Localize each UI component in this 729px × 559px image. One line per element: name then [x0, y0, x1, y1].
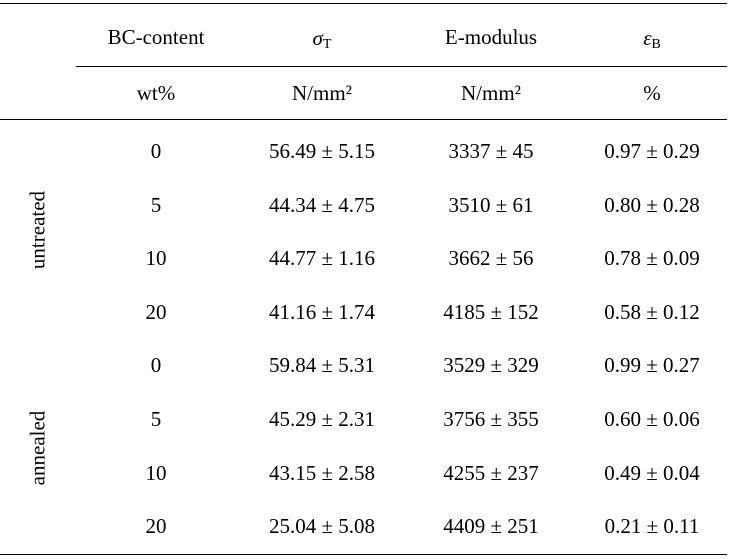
- cell-e-modulus: 3510 ± 61: [448, 192, 534, 217]
- cell-elongation: 0.99 ± 0.27: [604, 353, 700, 378]
- header-tensile-strength: σT: [312, 26, 332, 52]
- unit-e-modulus: N/mm²: [461, 81, 521, 105]
- cell-e-modulus: 3756 ± 355: [443, 407, 539, 431]
- unit-elongation: %: [643, 81, 661, 105]
- cell-bc-content: 20: [145, 514, 167, 539]
- cell-bc-content: 0: [150, 139, 162, 163]
- cell-bc-content: 5: [150, 407, 162, 431]
- cell-e-modulus: 4255 ± 237: [443, 460, 539, 485]
- epsilon-subscript: B: [651, 37, 661, 52]
- unit-tensile-strength: N/mm²: [292, 81, 352, 105]
- header-elongation: εB: [643, 26, 661, 52]
- cell-elongation: 0.60 ± 0.06: [604, 407, 700, 431]
- cell-tensile-strength: 43.15 ± 2.58: [268, 460, 376, 485]
- table-bottom-rule: [0, 554, 727, 555]
- cell-elongation: 0.49 ± 0.04: [604, 460, 700, 485]
- cell-elongation: 0.21 ± 0.11: [604, 514, 700, 539]
- cell-elongation: 0.58 ± 0.12: [604, 299, 700, 324]
- header-divider-rule: [76, 66, 727, 67]
- cell-e-modulus: 4409 ± 251: [443, 514, 539, 539]
- cell-bc-content: 10: [145, 246, 167, 271]
- cell-e-modulus: 3529 ± 329: [443, 353, 539, 378]
- header-bc-content: BC-content: [107, 25, 205, 49]
- cell-tensile-strength: 56.49 ± 5.15: [268, 139, 376, 163]
- cell-bc-content: 5: [150, 192, 162, 217]
- epsilon-symbol: ε: [643, 26, 652, 50]
- cell-tensile-strength: 59.84 ± 5.31: [268, 353, 376, 378]
- cell-bc-content: 0: [150, 353, 162, 378]
- cell-tensile-strength: 41.16 ± 1.74: [268, 299, 376, 324]
- cell-tensile-strength: 44.77 ± 1.16: [268, 246, 376, 271]
- cell-elongation: 0.97 ± 0.29: [604, 139, 700, 163]
- header-bottom-rule: [0, 119, 727, 120]
- cell-bc-content: 10: [145, 460, 167, 485]
- sigma-subscript: T: [322, 37, 332, 52]
- header-e-modulus: E-modulus: [444, 25, 538, 49]
- group-label-untreated: untreated: [25, 190, 50, 270]
- cell-e-modulus: 3337 ± 45: [448, 139, 534, 163]
- group-label-annealed: annealed: [25, 410, 50, 486]
- cell-tensile-strength: 25.04 ± 5.08: [268, 514, 376, 539]
- cell-elongation: 0.80 ± 0.28: [604, 192, 700, 217]
- cell-bc-content: 20: [145, 299, 167, 324]
- unit-bc-content: wt%: [136, 81, 176, 105]
- cell-elongation: 0.78 ± 0.09: [604, 246, 700, 271]
- cell-tensile-strength: 44.34 ± 4.75: [268, 192, 376, 217]
- sigma-symbol: σ: [312, 26, 323, 50]
- cell-e-modulus: 3662 ± 56: [448, 246, 534, 271]
- cell-tensile-strength: 45.29 ± 2.31: [268, 407, 376, 431]
- table-top-rule: [0, 3, 727, 4]
- cell-e-modulus: 4185 ± 152: [443, 299, 539, 324]
